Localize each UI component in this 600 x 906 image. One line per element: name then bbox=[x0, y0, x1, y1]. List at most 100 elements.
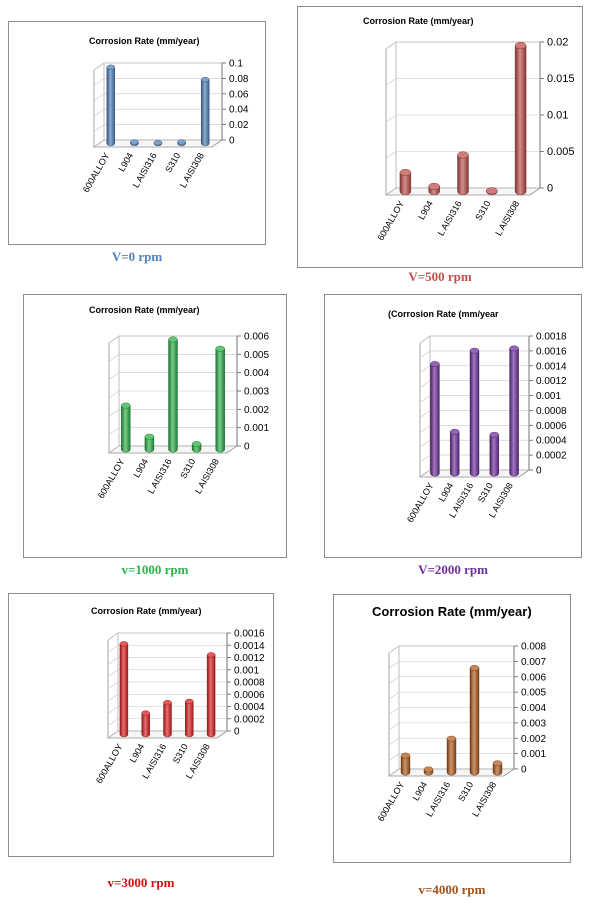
gridline-side bbox=[107, 657, 119, 665]
y-tick-label: 0.0012 bbox=[536, 376, 567, 387]
y-tick-label: 0 bbox=[229, 136, 235, 147]
bar bbox=[130, 139, 139, 147]
y-tick-label: 0 bbox=[547, 183, 553, 195]
x-tick-label: L904 bbox=[416, 199, 435, 221]
gridline-side bbox=[385, 78, 397, 86]
y-tick-label: 0.0008 bbox=[536, 406, 567, 417]
y-tick-label: 0.02 bbox=[229, 120, 249, 131]
gridline-side bbox=[107, 669, 119, 677]
chart-title: Corrosion Rate (mm/year) bbox=[89, 36, 200, 46]
x-tick-label: 600ALLOY bbox=[376, 780, 407, 823]
x-tick-label: L904 bbox=[116, 151, 135, 173]
bar bbox=[430, 361, 440, 477]
y-tick-label: 0.0006 bbox=[234, 690, 265, 701]
y-tick-label: 0.0012 bbox=[234, 653, 265, 664]
gridline-side bbox=[93, 108, 105, 117]
y-tick-label: 0.02 bbox=[547, 37, 568, 49]
bar bbox=[423, 766, 434, 776]
bar bbox=[206, 652, 216, 738]
gridline-side bbox=[388, 707, 400, 715]
gridline-side bbox=[107, 718, 119, 726]
bar bbox=[492, 760, 503, 776]
gridline-side bbox=[93, 62, 105, 71]
x-tick-label: S310 bbox=[171, 742, 190, 765]
chart-svg-v0: Corrosion Rate (mm/year) 0 0.02 0.04 0.06 0.0… bbox=[81, 36, 249, 194]
y-tick-label: 0.0014 bbox=[234, 641, 265, 652]
y-tick-label: 0.01 bbox=[547, 110, 568, 122]
gridline-side bbox=[93, 124, 105, 132]
gridline-side bbox=[388, 645, 400, 654]
gridline-side bbox=[108, 372, 120, 380]
y-tick-label: 0.004 bbox=[521, 703, 546, 714]
x-tick-label: 600ALLOY bbox=[96, 457, 127, 500]
x-tick-label: L904 bbox=[411, 780, 430, 802]
gridline-side bbox=[108, 409, 120, 417]
x-tick-label: S310 bbox=[476, 481, 495, 504]
gridline-side bbox=[388, 676, 400, 684]
bar bbox=[141, 710, 150, 738]
gridline-side bbox=[107, 706, 119, 714]
chart-svg-v4000: Corrosion Rate (mm/year) 0 0.001 0.002 0.003… bbox=[372, 604, 546, 823]
y-tick-label: 0.08 bbox=[229, 74, 249, 85]
gridline-side bbox=[419, 380, 431, 388]
gridline-side bbox=[388, 722, 400, 731]
x-tick-label: L904 bbox=[128, 742, 147, 764]
chart-title: Corrosion Rate (mm/year) bbox=[91, 606, 202, 616]
chart-panel-v4000: Corrosion Rate (mm/year) 0 0.001 0.002 0.003… bbox=[333, 594, 571, 863]
gridline-side bbox=[385, 151, 397, 159]
gridline-side bbox=[107, 632, 119, 641]
chart-svg-v3000: Corrosion Rate (mm/year)00.00020.00040.0… bbox=[91, 606, 265, 785]
bar bbox=[428, 182, 440, 195]
bar bbox=[168, 336, 178, 453]
y-tick-label: 0.0014 bbox=[536, 361, 567, 372]
y-tick-label: 0.004 bbox=[244, 368, 269, 379]
gridline-side bbox=[388, 753, 400, 761]
gridline-side bbox=[388, 661, 400, 669]
bar bbox=[119, 641, 129, 738]
gridline-side bbox=[108, 445, 120, 454]
y-tick-label: 0.003 bbox=[521, 718, 546, 729]
bar bbox=[489, 431, 500, 477]
x-tick-label: 600ALLOY bbox=[405, 481, 436, 524]
chart-panel-v1000: Corrosion Rate (mm/year) 0 0.001 0.002 0.003… bbox=[23, 294, 287, 558]
plot-side-wall bbox=[93, 62, 105, 148]
x-tick-label: L AISI316 bbox=[131, 151, 159, 190]
y-tick-label: 0.015 bbox=[547, 73, 575, 85]
x-tick-label: L904 bbox=[131, 457, 150, 479]
chart-svg-v500: Corrosion Rate (mm/year) 0 0.005 0.01 0.015 0… bbox=[363, 16, 575, 242]
chart-caption-v500: V=500 rpm bbox=[408, 269, 472, 284]
x-tick-label: S310 bbox=[456, 780, 475, 803]
chart-svg-v1000: Corrosion Rate (mm/year) 0 0.001 0.002 0.003… bbox=[89, 305, 269, 500]
gridline-side bbox=[108, 390, 120, 399]
y-tick-label: 0.001 bbox=[234, 665, 259, 676]
chart-title: Corrosion Rate (mm/year) bbox=[363, 16, 474, 26]
y-tick-label: 0.0004 bbox=[536, 436, 567, 447]
gridline-side bbox=[385, 114, 397, 123]
gridline-side bbox=[419, 439, 431, 448]
gridline-side bbox=[385, 41, 397, 50]
gridline-side bbox=[419, 350, 431, 359]
x-tick-label: S310 bbox=[163, 151, 182, 174]
gridline-side bbox=[419, 395, 431, 403]
y-tick-label: 0.04 bbox=[229, 105, 249, 116]
bar bbox=[144, 433, 155, 453]
bar bbox=[185, 698, 194, 738]
y-tick-label: 0.0016 bbox=[536, 346, 567, 357]
chart-caption-v4000: v=4000 rpm bbox=[418, 882, 486, 897]
x-tick-label: L AISI308 bbox=[493, 199, 521, 238]
bar bbox=[509, 345, 519, 477]
chart-panel-v2000: (Corrosion Rate (mm/year 0 0.0002 0.0004 0.0… bbox=[324, 294, 582, 558]
y-tick-label: 0.0008 bbox=[234, 678, 265, 689]
gridline-side bbox=[93, 139, 105, 148]
y-tick-label: 0.007 bbox=[521, 657, 546, 668]
bar bbox=[469, 347, 480, 477]
gridline-side bbox=[107, 730, 119, 739]
gridline-side bbox=[419, 410, 431, 418]
y-tick-label: 0.003 bbox=[244, 387, 269, 398]
gridline-side bbox=[93, 78, 105, 86]
y-tick-label: 0 bbox=[244, 442, 250, 453]
bar bbox=[399, 169, 412, 195]
chart-title: Corrosion Rate (mm/year) bbox=[89, 305, 200, 315]
gridline-side bbox=[385, 187, 397, 196]
gridline-side bbox=[419, 365, 431, 374]
